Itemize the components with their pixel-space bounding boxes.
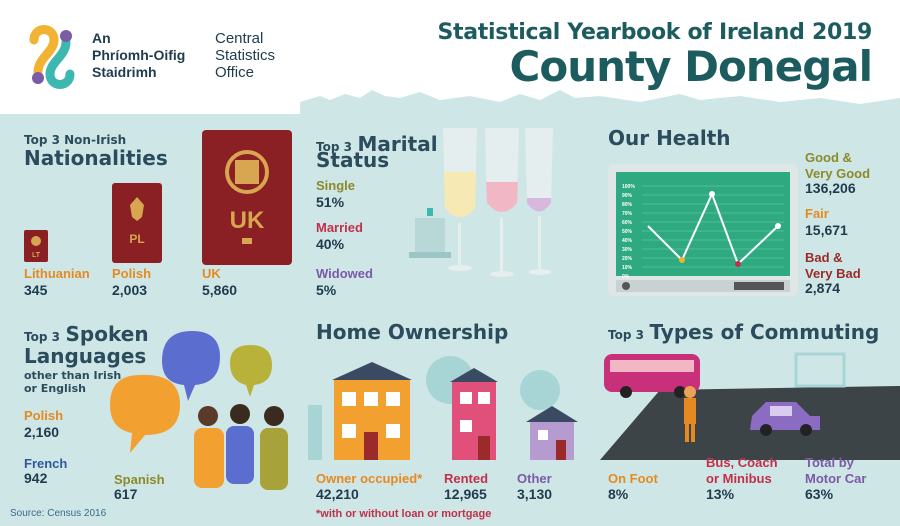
page-subtitle: Statistical Yearbook of Ireland 2019 [437,20,873,45]
language-value-french: 942 [24,470,48,486]
marital-label-married: Married [316,220,363,235]
logo-english-text: Central Statistics Office [215,30,275,81]
languages-title-small: Top 3 [24,330,60,344]
health-title: Our Health [608,126,731,150]
commute-label-car: Total by Motor Car [805,455,866,487]
ownership-label-other: Other [517,471,552,486]
monitor-tick-label: 60% [622,220,633,226]
passport-pl-code: PL [129,232,144,246]
logo-english-line: Statistics [215,47,276,64]
skyline-decoration [0,90,900,124]
languages-subtitle-line2: or English [24,382,86,395]
logo-english-line: Central [215,30,264,47]
nationality-label-lithuanian: Lithuanian [24,266,90,281]
monitor-tick-label: 40% [622,238,633,244]
logo-irish-line: An [92,30,111,46]
marital-value-married: 40% [316,236,345,252]
language-label-polish: Polish [24,408,64,423]
commute-label-car-line1: Total by [805,455,854,470]
commute-value-foot: 8% [608,486,629,502]
logo-english-line: Office [215,64,254,81]
page-title: County Donegal [509,42,873,91]
ownership-label-owner: Owner occupied* [316,471,423,486]
passport-lt-code: LT [32,252,41,259]
passport-pl-icon: PL [112,183,162,263]
nationality-value-lithuanian: 345 [24,282,48,298]
marital-value-widowed: 5% [316,282,337,298]
health-label-bad-line1: Bad & [805,250,843,265]
marital-value-single: 51% [316,194,345,210]
language-label-spanish: Spanish [114,472,165,487]
language-value-spanish: 617 [114,486,138,502]
passport-uk-code: UK [230,207,265,234]
commute-value-bus: 13% [706,486,735,502]
commuting-road-illustration [600,352,900,460]
commuting-title: Top 3 Types of Commuting [608,320,879,344]
monitor-tick-label: 0% [622,274,630,280]
monitor-tick-label: 30% [622,247,633,253]
nationality-value-uk: 5,860 [202,282,238,298]
language-value-polish: 2,160 [24,424,60,440]
logo-irish-line: Phríomh-Oifig [92,47,186,63]
health-label-good-line2: Very Good [805,166,871,181]
health-label-bad-line2: Very Bad [805,266,861,281]
commuting-title-large: Types of Commuting [649,320,880,344]
logo-irish-text: An Phríomh-Oifig Staidrimh [92,30,185,81]
nationality-label-uk: UK [202,266,221,281]
health-label-good: Good & Very Good [805,150,870,182]
health-value-good: 136,206 [805,180,856,196]
monitor-tick-label: 20% [622,256,633,262]
commute-label-bus-line1: Bus, Coach [706,455,778,470]
passport-uk-icon: UK [202,130,292,265]
ownership-value-rented: 12,965 [444,486,487,502]
health-value-bad: 2,874 [805,280,841,296]
commuting-title-small: Top 3 [608,328,644,342]
champagne-glasses-illustration [409,128,553,277]
cso-logo-icon [29,25,75,89]
speech-bubbles-illustration [110,331,272,453]
source-note: Source: Census 2016 [10,508,107,519]
monitor-tick-label: 90% [622,193,633,199]
commute-label-car-line2: Motor Car [805,471,867,486]
monitor-tick-label: 70% [622,211,633,217]
marital-title-large2: Status [316,148,390,172]
houses-illustration [308,356,578,460]
language-label-french: French [24,456,68,471]
monitor-tick-label: 100% [622,184,635,190]
languages-title: Top 3 Spoken [24,322,149,346]
nationalities-title-small: Top 3 Non-Irish [24,133,127,147]
commute-value-car: 63% [805,486,834,502]
languages-subtitle-line1: other than Irish [24,369,122,382]
commute-label-bus-line2: or Minibus [706,471,772,486]
ownership-label-rented: Rented [444,471,489,486]
health-monitor-illustration: 100% 90% 80% 70% 60% 50% 40% 30% 20% 10% 0% [608,164,798,296]
health-label-good-line1: Good & [805,150,852,165]
logo-irish-line: Staidrimh [92,64,157,80]
health-label-fair: Fair [805,206,829,221]
health-label-bad: Bad & Very Bad [805,250,861,282]
monitor-tick-label: 50% [622,229,633,235]
people-illustration [194,404,288,490]
marital-title: Top 3 Marital [316,132,438,156]
marital-label-widowed: Widowed [316,266,373,281]
passport-lt-icon: LT [24,230,48,262]
monitor-tick-label: 80% [622,202,633,208]
commute-label-bus: Bus, Coach or Minibus [706,455,778,487]
ownership-footnote: *with or without loan or mortgage [316,508,492,520]
languages-title-large1: Spoken [65,322,149,346]
languages-title-large2: Languages [24,344,147,368]
languages-subtitle: other than Irish or English [24,369,121,395]
ownership-value-other: 3,130 [517,486,553,502]
monitor-tick-label: 10% [622,265,633,271]
marital-label-single: Single [316,178,356,193]
health-value-fair: 15,671 [805,222,848,238]
nationality-value-polish: 2,003 [112,282,148,298]
nationalities-title: Nationalities [24,146,168,170]
nationality-label-polish: Polish [112,266,152,281]
ownership-title: Home Ownership [316,320,509,344]
marital-title-large1: Marital [357,132,438,156]
ownership-value-owner: 42,210 [316,486,359,502]
commute-label-foot: On Foot [608,471,658,486]
marital-title-small: Top 3 [316,140,352,154]
